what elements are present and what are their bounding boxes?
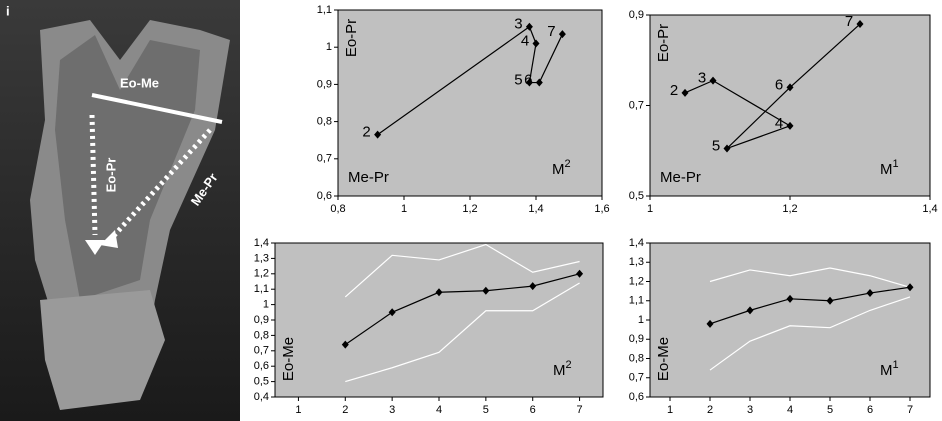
x-tick-label: 4 (787, 404, 793, 416)
panel-label-sup: 2 (566, 359, 572, 371)
sem-photo: i Eo-Me Eo-Pr Me-Pr (0, 0, 240, 421)
x-axis-label: Me-Pr (348, 169, 389, 186)
x-tick-label: 1 (401, 203, 407, 215)
point-label: 4 (521, 32, 529, 49)
point-label: 7 (845, 13, 853, 30)
x-tick-label: 6 (530, 404, 536, 416)
x-tick-label: 2 (342, 404, 348, 416)
y-tick-label: 0,9 (254, 314, 269, 326)
x-tick-label: 1,6 (594, 203, 609, 215)
point-label: 5 (712, 137, 720, 154)
x-tick-label: 3 (389, 404, 395, 416)
panel-label-sup: 1 (893, 359, 899, 371)
y-tick-label: 0,4 (254, 391, 269, 403)
x-tick-label: 4 (436, 404, 442, 416)
y-tick-label: 1 (638, 314, 644, 326)
x-tick-label: 7 (907, 404, 913, 416)
y-axis-label: Eo-Pr (655, 24, 672, 62)
x-tick-label: 1,2 (462, 203, 477, 215)
y-axis-label: Eo-Me (280, 337, 297, 381)
y-tick-label: 1 (263, 299, 269, 311)
x-tick-label: 1 (667, 404, 673, 416)
y-axis-label: Eo-Me (655, 337, 672, 381)
y-tick-label: 1,1 (254, 283, 269, 295)
y-tick-label: 0,5 (254, 376, 269, 388)
y-tick-label: 0,9 (629, 9, 644, 21)
point-label: 4 (775, 115, 783, 132)
y-tick-label: 0,6 (629, 391, 644, 403)
x-tick-label: 5 (827, 404, 833, 416)
y-tick-label: 1,3 (254, 252, 269, 264)
point-label: 2 (362, 124, 370, 141)
x-tick-label: 7 (577, 404, 583, 416)
y-tick-label: 1,2 (254, 268, 269, 280)
x-axis-label: Me-Pr (660, 169, 701, 186)
point-label: 6 (524, 72, 532, 89)
panel-label-sup: 1 (893, 158, 899, 170)
y-tick-label: 0,5 (629, 190, 644, 202)
y-tick-label: 0,6 (254, 360, 269, 372)
y-tick-label: 0,7 (629, 99, 644, 111)
point-label: 7 (547, 23, 555, 40)
point-label: 5 (514, 72, 522, 89)
y-tick-label: 1,4 (254, 237, 269, 249)
photo-label: Eo-Me (120, 75, 159, 90)
y-tick-label: 0,7 (254, 345, 269, 357)
y-tick-label: 1 (326, 41, 332, 53)
y-tick-label: 0,8 (629, 352, 644, 364)
y-tick-label: 1,1 (317, 4, 332, 16)
y-tick-label: 1,2 (629, 275, 644, 287)
photo-label: Eo-Pr (103, 158, 118, 193)
y-tick-label: 0,8 (317, 116, 332, 128)
figure: i Eo-Me Eo-Pr Me-Pr 0,6 0,7 0,8 0,9 1 1,1 0,8 1… (0, 0, 942, 421)
y-tick-label: 1,4 (629, 237, 644, 249)
y-tick-label: 1,3 (629, 256, 644, 268)
x-tick-label: 6 (867, 404, 873, 416)
y-tick-label: 0,6 (317, 190, 332, 202)
y-tick-label: 0,9 (629, 333, 644, 345)
y-tick-label: 0,7 (317, 153, 332, 165)
x-tick-label: 1 (647, 203, 653, 215)
x-tick-label: 5 (483, 404, 489, 416)
y-tick-label: 0,8 (254, 329, 269, 341)
point-label: 2 (670, 82, 678, 99)
x-tick-label: 0,8 (330, 203, 345, 215)
x-tick-label: 1,2 (782, 203, 797, 215)
x-tick-label: 3 (747, 404, 753, 416)
x-tick-label: 1 (295, 404, 301, 416)
panel-label-base: M (552, 161, 565, 178)
panel-letter: i (6, 3, 10, 18)
point-label: 3 (698, 70, 706, 87)
point-label: 6 (775, 76, 783, 93)
panel-label-base: M (880, 161, 893, 178)
x-tick-label: 2 (707, 404, 713, 416)
point-label: 3 (514, 16, 522, 33)
y-tick-label: 0,7 (629, 372, 644, 384)
panel-label-base: M (553, 362, 566, 379)
y-tick-label: 1,1 (629, 295, 644, 307)
x-tick-label: 1,4 (528, 203, 543, 215)
panel-label-base: M (880, 362, 893, 379)
x-tick-label: 1,4 (922, 203, 937, 215)
panel-label-sup: 2 (565, 158, 571, 170)
y-axis-label: Eo-Pr (343, 19, 360, 57)
y-tick-label: 0,9 (317, 78, 332, 90)
